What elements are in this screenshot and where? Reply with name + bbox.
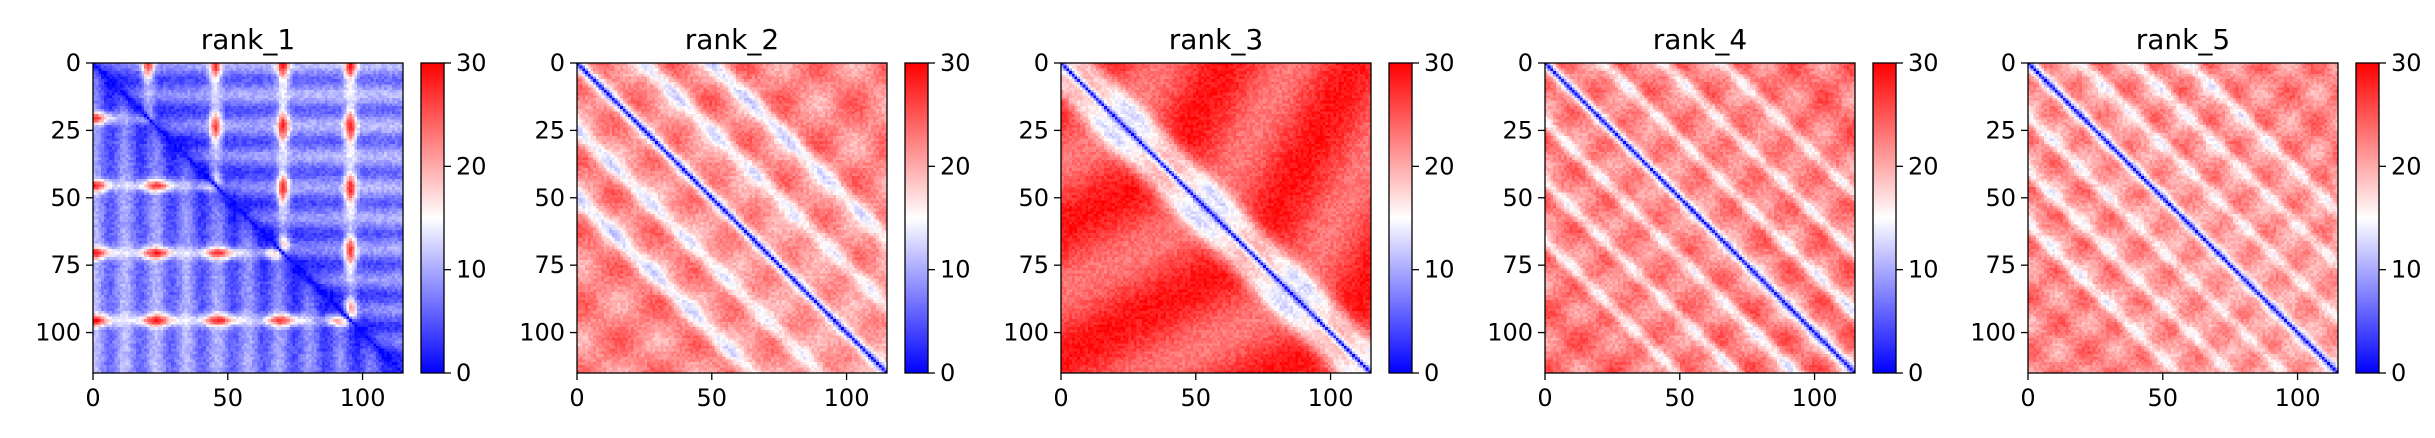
colorbar-tick-label: 20 [940,152,971,180]
colorbar: 0 10 20 30 [420,49,487,387]
y-tick-label: 25 [1502,116,1533,144]
colorbar-tick-label: 20 [2391,152,2422,180]
colorbar-tick-label: 0 [456,359,471,387]
y-tick-label: 50 [534,184,565,212]
axes-frame [2027,62,2339,374]
y-tick-label: 100 [1487,319,1533,347]
colorbar-tick-label: 10 [2391,256,2422,284]
y-tick-label: 75 [50,251,81,279]
x-tick-label: 100 [824,384,870,412]
colorbar-tick-label: 30 [2391,49,2422,77]
x-tick-label: 100 [1308,384,1354,412]
x-tick-label: 0 [1053,384,1068,412]
x-tick-label: 100 [1792,384,1838,412]
colorbar-tick-label: 20 [1908,152,1939,180]
heatmap-image [1061,63,1371,373]
y-tick-label: 75 [1985,251,2016,279]
colorbar-gradient [420,62,445,374]
axes-frame [92,62,404,374]
x-tick-label: 50 [213,384,244,412]
y-tick-label: 50 [50,184,81,212]
colorbar-tick-label: 30 [456,49,487,77]
x-tick-label: 50 [1181,384,1212,412]
heatmap-panel-5: rank_5 0 50 100 0 25 50 75 100 0 10 20 30 [1970,23,2421,412]
heatmap-panel-1: rank_1 0 50 100 0 25 50 75 100 0 10 20 30 [35,23,486,412]
heatmap-panel-2: rank_2 0 50 100 0 25 50 75 100 0 10 20 30 [519,23,970,412]
y-tick-label: 0 [1518,49,1533,77]
y-tick-label: 75 [534,251,565,279]
y-tick-label: 75 [1502,251,1533,279]
heatmap-image [1545,63,1855,373]
panel-title: rank_1 [201,23,295,56]
colorbar-tick-label: 30 [940,49,971,77]
x-tick-label: 50 [697,384,728,412]
colorbar-gradient [1872,62,1897,374]
y-tick-label: 100 [1970,319,2016,347]
y-tick-label: 100 [35,319,81,347]
x-tick-label: 100 [2275,384,2321,412]
colorbar-gradient [1388,62,1413,374]
y-tick-label: 0 [66,49,81,77]
heatmap-image [2028,63,2338,373]
colorbar-gradient [2355,62,2380,374]
axes-frame [1544,62,1856,374]
y-tick-label: 100 [1003,319,1049,347]
colorbar-tick-label: 10 [940,256,971,284]
y-tick-label: 0 [1034,49,1049,77]
panel-title: rank_3 [1169,23,1263,56]
x-tick-label: 0 [1537,384,1552,412]
y-tick-label: 50 [1502,184,1533,212]
heatmap-panel-3: rank_3 0 50 100 0 25 50 75 100 0 10 20 30 [1003,23,1454,412]
colorbar: 0 10 20 30 [904,49,971,387]
x-tick-label: 50 [2148,384,2179,412]
y-tick-label: 0 [2001,49,2016,77]
colorbar: 0 10 20 30 [2355,49,2422,387]
y-tick-label: 0 [550,49,565,77]
axes-frame [1060,62,1372,374]
y-tick-label: 25 [1985,116,2016,144]
y-tick-label: 25 [1018,116,1049,144]
y-tick-label: 25 [50,116,81,144]
colorbar-tick-label: 10 [456,256,487,284]
colorbar-tick-label: 0 [940,359,955,387]
panel-title: rank_5 [2136,23,2230,56]
colorbar-tick-label: 0 [1908,359,1923,387]
x-tick-label: 100 [340,384,386,412]
x-tick-label: 0 [85,384,100,412]
heatmap-panel-4: rank_4 0 50 100 0 25 50 75 100 0 10 20 30 [1487,23,1938,412]
y-tick-label: 100 [519,319,565,347]
y-tick-label: 50 [1018,184,1049,212]
axes-frame [576,62,888,374]
heatmap-image [93,63,403,373]
panel-title: rank_2 [685,23,779,56]
colorbar-tick-label: 10 [1908,256,1939,284]
colorbar-tick-label: 0 [1424,359,1439,387]
colorbar: 0 10 20 30 [1388,49,1455,387]
colorbar: 0 10 20 30 [1872,49,1939,387]
y-tick-label: 25 [534,116,565,144]
y-tick-label: 75 [1018,251,1049,279]
colorbar-tick-label: 0 [2391,359,2406,387]
x-tick-label: 0 [2020,384,2035,412]
colorbar-gradient [904,62,929,374]
colorbar-tick-label: 30 [1424,49,1455,77]
colorbar-tick-label: 20 [456,152,487,180]
heatmap-image [577,63,887,373]
colorbar-tick-label: 10 [1424,256,1455,284]
y-tick-label: 50 [1985,184,2016,212]
x-tick-label: 0 [569,384,584,412]
colorbar-tick-label: 20 [1424,152,1455,180]
x-tick-label: 50 [1665,384,1696,412]
panel-title: rank_4 [1653,23,1747,56]
colorbar-tick-label: 30 [1908,49,1939,77]
